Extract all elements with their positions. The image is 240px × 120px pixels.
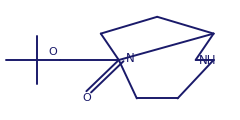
Text: N: N [126,52,134,65]
Text: O: O [48,47,57,57]
Text: O: O [82,93,91,103]
Text: NH: NH [199,54,217,66]
